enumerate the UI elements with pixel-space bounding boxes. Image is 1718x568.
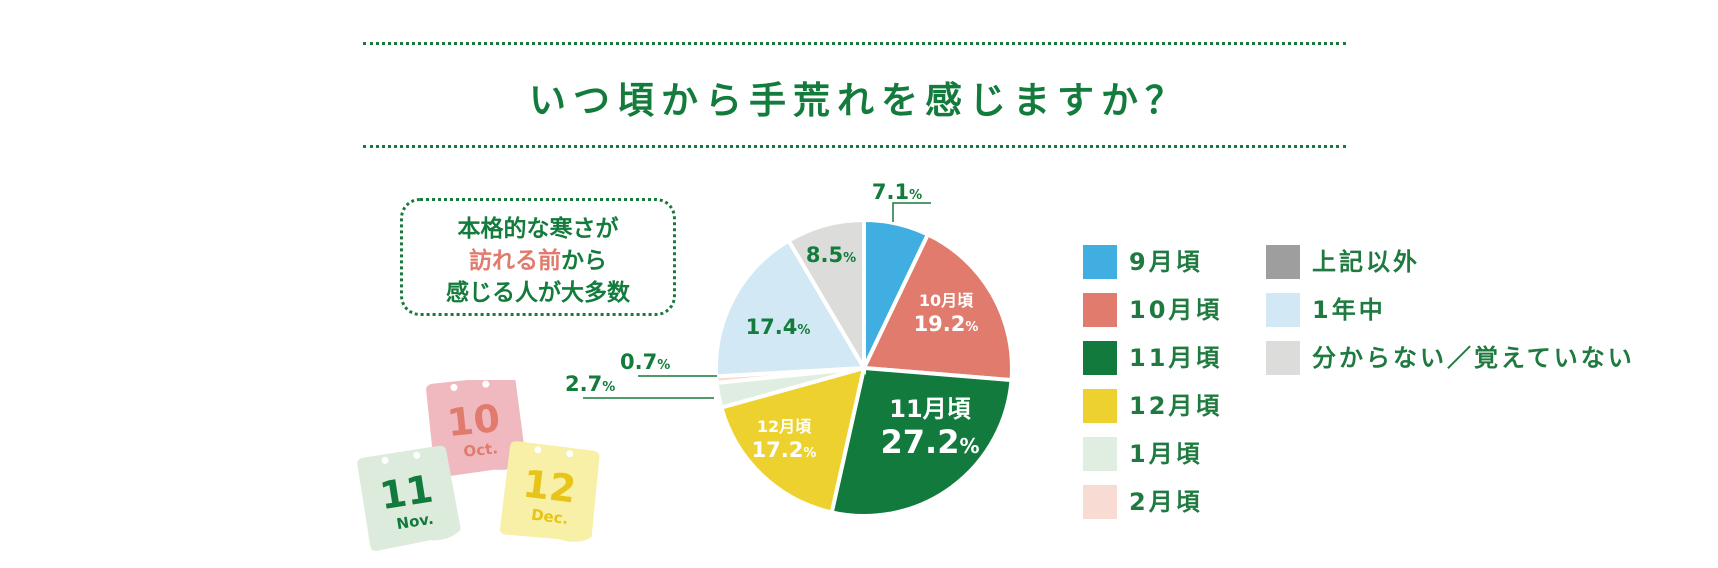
pie-slice-3 (829, 365, 1014, 518)
ring-hole-icon (566, 450, 574, 458)
calendar-day: 12 (521, 461, 579, 511)
ring-hole-icon (450, 383, 458, 391)
legend-swatch (1266, 341, 1300, 375)
data-label-unit: % (843, 251, 856, 266)
callout-line1: 本格的な寒さが (457, 216, 619, 242)
data-label-unit: % (803, 446, 816, 461)
calendar-month: Dec. (530, 506, 569, 528)
calendar-day: 10 (445, 396, 502, 445)
callout-box: 本格的な寒さが 訪れる前から 感じる人が大多数 (400, 198, 676, 316)
legend-swatch (1083, 293, 1117, 327)
data-label-unit: % (909, 188, 922, 203)
legend-swatch (1266, 293, 1300, 327)
title-rule-top (363, 42, 1346, 45)
legend-label: 2月頃 (1129, 488, 1203, 516)
legend-swatch (1083, 245, 1117, 279)
legend-label: 上記以外 (1312, 248, 1420, 276)
pie-slice-4 (718, 365, 867, 515)
legend-label: 1月頃 (1129, 440, 1203, 468)
data-label-unit: % (797, 323, 810, 338)
data-label-category: 11月頃 (889, 395, 971, 423)
legend-swatch (1083, 437, 1117, 471)
ring-hole-icon (413, 451, 421, 459)
data-label-unit: % (965, 320, 978, 335)
pie-slice-8 (785, 217, 866, 376)
data-label-8: 8.5% (806, 243, 856, 267)
calendar-month: Nov. (395, 510, 434, 534)
data-label-1: 7.1% (872, 180, 922, 204)
ring-hole-icon (482, 380, 490, 388)
legend-swatch (1083, 341, 1117, 375)
legend-swatch (1083, 389, 1117, 423)
data-label-unit: % (602, 380, 615, 395)
data-label-unit: % (657, 358, 670, 373)
callout-line2: 訪れる前から (403, 245, 673, 277)
data-label-5: 2.7% (565, 372, 615, 396)
legend-label: 9月頃 (1129, 248, 1203, 276)
calendar-day: 11 (377, 467, 436, 519)
calendar-page (426, 380, 527, 478)
legend-label: 分からない／覚えていない (1312, 344, 1635, 372)
title-rule-bottom (363, 145, 1346, 148)
data-label-value: 7.1% (872, 180, 922, 204)
callout-line3: 感じる人が大多数 (446, 280, 630, 306)
ring-hole-icon (534, 446, 542, 454)
ring-hole-icon (381, 456, 389, 464)
data-label-value: 2.7% (565, 372, 615, 396)
legend-label: 11月頃 (1129, 344, 1223, 372)
legend-swatch (1266, 245, 1300, 279)
callout-line2-rest: から (561, 248, 607, 274)
legend-label: 10月頃 (1129, 296, 1223, 324)
data-label-value: 0.7% (620, 350, 670, 374)
calendar-month: Oct. (463, 439, 499, 461)
calendar-page (357, 445, 461, 551)
legend-label: 1年中 (1312, 296, 1386, 324)
leader-line-1 (892, 202, 931, 222)
data-label-unit: % (959, 434, 979, 458)
data-label-6: 0.7% (620, 350, 670, 374)
data-label-value: 8.5% (806, 243, 856, 267)
pie-slice-7 (714, 237, 868, 379)
data-label-category: 12月頃 (757, 417, 812, 436)
chart-title: いつ頃から手荒れを感じますか？ (529, 79, 1189, 122)
callout-emphasis: 訪れる前 (469, 248, 561, 274)
calendar-page (499, 441, 600, 542)
legend-swatch (1083, 485, 1117, 519)
pie-slice-2 (860, 231, 1014, 383)
legend-label: 12月頃 (1129, 392, 1223, 420)
pie-chart: 7.1%10月頃19.2%11月頃27.2%12月頃17.2%2.7%0.7%1… (565, 180, 1014, 518)
data-label-category: 10月頃 (919, 291, 974, 310)
